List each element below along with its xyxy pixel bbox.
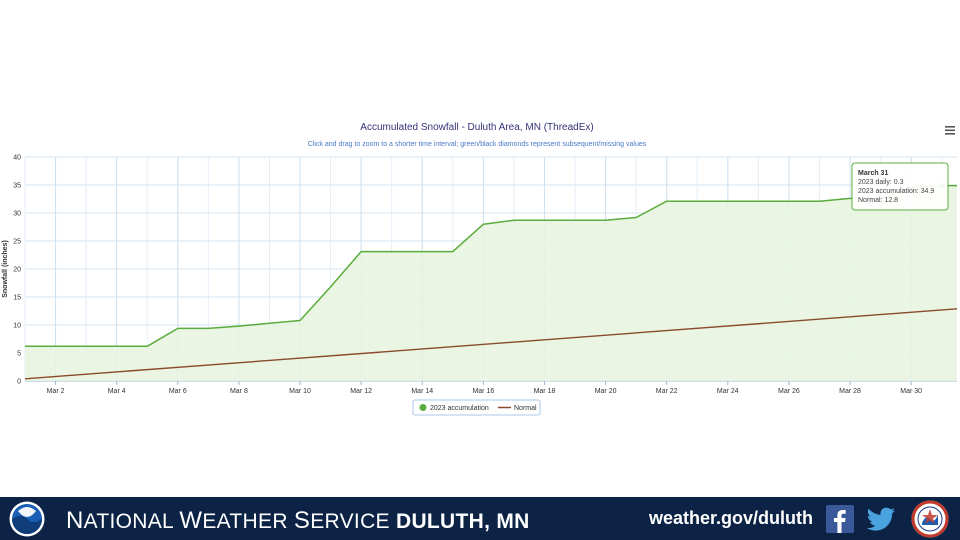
nws-office-title: NATIONAL WEATHER SERVICE DULUTH, MN [66,507,530,534]
noaa-logo-icon[interactable] [9,501,45,537]
legend-normal-label: Normal [514,405,537,412]
tooltip-box [851,162,949,211]
x-tick-label: Mar 6 [169,388,187,395]
tooltip-title: March 31 [858,170,888,177]
tooltip-line-normal: Normal: 12.8 [858,197,898,204]
y-tick-label: 0 [17,379,21,386]
chart-tooltip: March 31 2023 daily: 0.3 2023 accumulati… [851,162,949,211]
x-tick-label: Mar 8 [230,388,248,395]
twitter-icon[interactable] [866,505,896,533]
nws-logo-icon[interactable] [911,500,949,538]
x-axis-ticks: Mar 2 Mar 4 Mar 6 Mar 8 Mar 10 Mar 12 Mar 14 Ma… [47,381,922,395]
normal-line [24,308,958,380]
y-tick-label: 35 [13,183,21,190]
y-tick-label: 20 [13,267,21,274]
chart-legend[interactable]: 2023 accumulation Normal [412,399,541,416]
legend-item-normal[interactable]: Normal [498,405,537,412]
x-tick-label: Mar 30 [900,388,922,395]
x-tick-label: Mar 24 [717,388,739,395]
x-tick-label: Mar 28 [839,388,861,395]
y-tick-label: 40 [13,155,21,162]
tooltip-line-daily: 2023 daily: 0.3 [858,179,904,186]
accumulation-area [25,185,957,381]
x-tick-label: Mar 18 [534,388,556,395]
website-link[interactable]: weather.gov/duluth [649,508,814,528]
x-tick-label: Mar 10 [289,388,311,395]
x-tick-label: Mar 14 [411,388,433,395]
y-axis-ticks: 0 5 10 15 20 25 30 35 40 [13,155,21,386]
legend-item-accumulation[interactable]: 2023 accumulation [419,404,489,412]
x-tick-label: Mar 16 [472,388,494,395]
snowfall-chart[interactable]: Accumulated Snowfall - Duluth Area, MN (… [0,0,960,497]
chart-title: Accumulated Snowfall - Duluth Area, MN (… [360,122,593,133]
x-tick-label: Mar 12 [350,388,372,395]
tooltip-line-accumulation: 2023 accumulation: 34.9 [858,188,934,195]
y-tick-label: 10 [13,323,21,330]
chart-series [24,183,958,381]
accumulation-line [25,184,957,348]
x-tick-label: Mar 26 [778,388,800,395]
footer-bar: NATIONAL WEATHER SERVICE DULUTH, MN weat… [0,497,960,540]
legend-accumulation-marker [419,404,427,411]
legend-accumulation-label: 2023 accumulation [430,405,489,412]
chart-subtitle: Click and drag to zoom to a shorter time… [308,141,647,148]
x-tick-label: Mar 20 [595,388,617,395]
x-tick-label: Mar 2 [47,388,65,395]
legend-box [412,399,541,416]
facebook-icon[interactable] [826,505,854,533]
x-tick-label: Mar 22 [656,388,678,395]
y-axis-label: Snowfall (inches) [2,240,9,298]
y-tick-label: 25 [13,239,21,246]
y-tick-label: 30 [13,211,21,218]
x-tick-label: Mar 4 [108,388,126,395]
office-location: DULUTH, MN [395,510,530,533]
y-tick-label: 15 [13,295,21,302]
y-tick-label: 5 [17,351,21,358]
hamburger-menu-icon[interactable] [945,126,955,135]
